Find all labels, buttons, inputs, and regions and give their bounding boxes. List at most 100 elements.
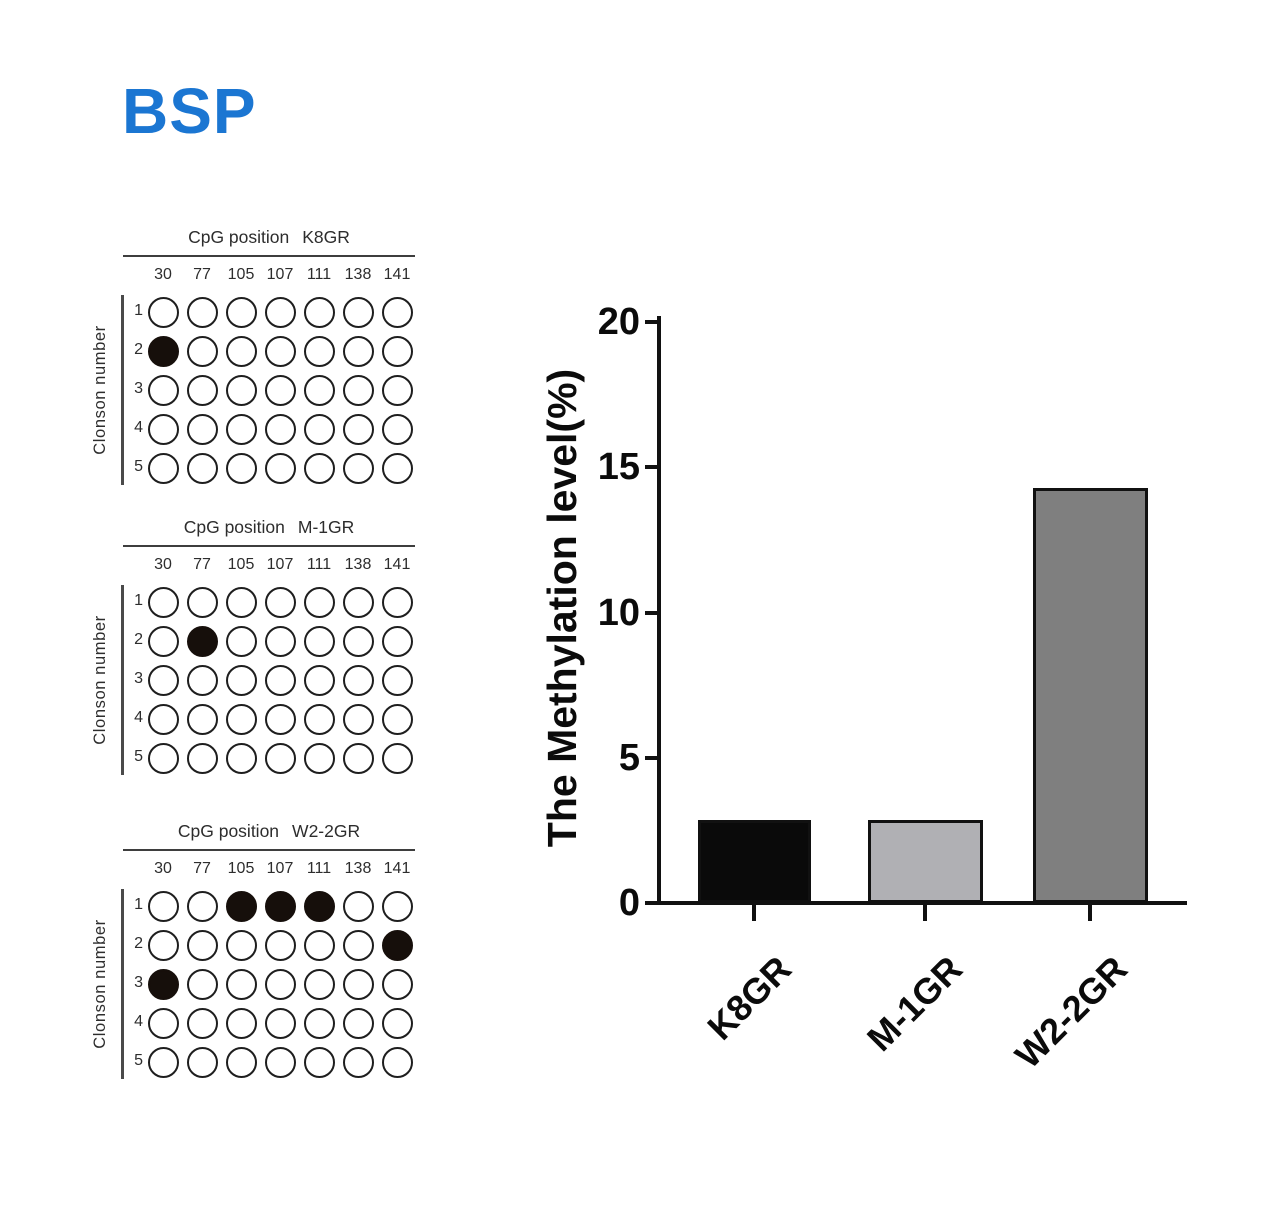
cpg-circle-unmethylated xyxy=(342,625,374,657)
cpg-position-label: 77 xyxy=(193,556,211,573)
panel-title-prefix: CpG position xyxy=(188,227,290,247)
cpg-circle-unmethylated xyxy=(225,968,257,1000)
cpg-circle-unmethylated xyxy=(303,929,335,961)
cpg-position-label: 111 xyxy=(306,266,332,283)
cpg-circle-unmethylated xyxy=(225,374,257,406)
cpg-circle-unmethylated xyxy=(381,703,413,735)
clone-row-label: 4 xyxy=(134,1013,143,1030)
clone-row-label: 2 xyxy=(134,935,143,952)
cpg-circle-unmethylated xyxy=(303,968,335,1000)
panel-title-underline xyxy=(123,255,415,257)
cpg-circle-unmethylated xyxy=(147,586,179,618)
cpg-circle-unmethylated xyxy=(264,1007,296,1039)
clone-row-label: 2 xyxy=(134,341,143,358)
panel-sample-name: K8GR xyxy=(302,227,350,247)
cpg-circle-unmethylated xyxy=(186,586,218,618)
cpg-circle-unmethylated xyxy=(147,296,179,328)
cpg-position-label: 30 xyxy=(154,266,172,283)
cpg-circle-unmethylated xyxy=(381,374,413,406)
cpg-circle-unmethylated xyxy=(186,742,218,774)
cpg-circle-unmethylated xyxy=(225,703,257,735)
figure-title: BSP xyxy=(122,75,257,147)
cpg-circle-methylated xyxy=(225,890,257,922)
cpg-circle-unmethylated xyxy=(186,413,218,445)
cpg-circle-unmethylated xyxy=(342,335,374,367)
panel-title: CpG position M-1GR xyxy=(123,517,415,538)
cpg-circle-unmethylated xyxy=(186,968,218,1000)
cpg-circle-unmethylated xyxy=(342,452,374,484)
cpg-circle-unmethylated xyxy=(303,586,335,618)
cpg-position-label: 111 xyxy=(306,556,332,573)
cpg-position-label: 105 xyxy=(227,556,255,573)
bar-k8gr xyxy=(698,820,811,903)
cpg-circle-unmethylated xyxy=(264,586,296,618)
clone-row-label: 1 xyxy=(134,302,143,319)
cpg-circle-unmethylated xyxy=(186,335,218,367)
cpg-circle-unmethylated xyxy=(342,374,374,406)
y-axis-line xyxy=(657,316,661,905)
cpg-circle-unmethylated xyxy=(147,1046,179,1078)
cpg-circle-methylated xyxy=(186,625,218,657)
cpg-circle-unmethylated xyxy=(381,890,413,922)
cpg-circle-unmethylated xyxy=(186,664,218,696)
cpg-circle-unmethylated xyxy=(225,625,257,657)
cpg-circle-unmethylated xyxy=(381,664,413,696)
cpg-circle-unmethylated xyxy=(186,929,218,961)
cpg-circle-unmethylated xyxy=(147,452,179,484)
clone-row-label: 1 xyxy=(134,896,143,913)
cpg-circle-unmethylated xyxy=(264,703,296,735)
cpg-position-label: 77 xyxy=(193,266,211,283)
cpg-circle-unmethylated xyxy=(303,413,335,445)
y-tick-mark xyxy=(645,901,658,905)
cpg-circle-unmethylated xyxy=(303,742,335,774)
cpg-circle-unmethylated xyxy=(381,625,413,657)
cpg-circle-unmethylated xyxy=(147,742,179,774)
bar-w2-2gr xyxy=(1033,488,1148,903)
cpg-panel-m-1gr: CpG position M-1GR 30 77 105 107 111 138 141 Cl… xyxy=(85,517,437,779)
cpg-position-label: 138 xyxy=(344,860,372,877)
cpg-circle-unmethylated xyxy=(225,413,257,445)
x-tick-mark xyxy=(923,903,927,921)
cpg-position-label: 105 xyxy=(227,860,255,877)
cpg-circle-unmethylated xyxy=(264,374,296,406)
cpg-circle-unmethylated xyxy=(303,1046,335,1078)
x-tick-mark xyxy=(752,903,756,921)
cpg-circle-methylated xyxy=(303,890,335,922)
panel-title: CpG position K8GR xyxy=(123,227,415,248)
y-tick-mark xyxy=(645,465,658,470)
cpg-circle-unmethylated xyxy=(186,374,218,406)
panel-title-prefix: CpG position xyxy=(183,517,285,537)
cpg-circle-unmethylated xyxy=(225,1007,257,1039)
cpg-circle-unmethylated xyxy=(186,703,218,735)
cpg-circle-unmethylated xyxy=(381,296,413,328)
cpg-panel-k8gr: CpG position K8GR 30 77 105 107 111 138 141 Clo… xyxy=(85,227,437,489)
cpg-circle-unmethylated xyxy=(225,929,257,961)
cpg-circle-unmethylated xyxy=(381,335,413,367)
cpg-circle-unmethylated xyxy=(225,1046,257,1078)
cpg-circle-unmethylated xyxy=(264,335,296,367)
cpg-circle-unmethylated xyxy=(225,586,257,618)
cpg-circle-unmethylated xyxy=(342,664,374,696)
cpg-position-label: 141 xyxy=(383,556,411,573)
cpg-circle-unmethylated xyxy=(186,452,218,484)
cpg-circle-unmethylated xyxy=(264,929,296,961)
y-tick-label: 10 xyxy=(597,591,640,634)
cpg-circle-unmethylated xyxy=(264,664,296,696)
cpg-position-label: 105 xyxy=(227,266,255,283)
cpg-circle-unmethylated xyxy=(303,625,335,657)
y-tick-label: 15 xyxy=(597,446,640,489)
cpg-position-label: 107 xyxy=(266,266,294,283)
cpg-circle-unmethylated xyxy=(303,374,335,406)
clone-axis-line xyxy=(121,889,124,1079)
cpg-position-label: 141 xyxy=(383,266,411,283)
cpg-position-label: 107 xyxy=(266,556,294,573)
cpg-circle-unmethylated xyxy=(147,664,179,696)
cpg-circle-unmethylated xyxy=(264,625,296,657)
cpg-circle-unmethylated xyxy=(342,929,374,961)
cpg-circle-unmethylated xyxy=(264,296,296,328)
clone-number-axis-label: Clonson number xyxy=(91,919,109,1049)
cpg-circle-unmethylated xyxy=(225,664,257,696)
x-tick-mark xyxy=(1088,903,1092,921)
cpg-circle-unmethylated xyxy=(147,625,179,657)
